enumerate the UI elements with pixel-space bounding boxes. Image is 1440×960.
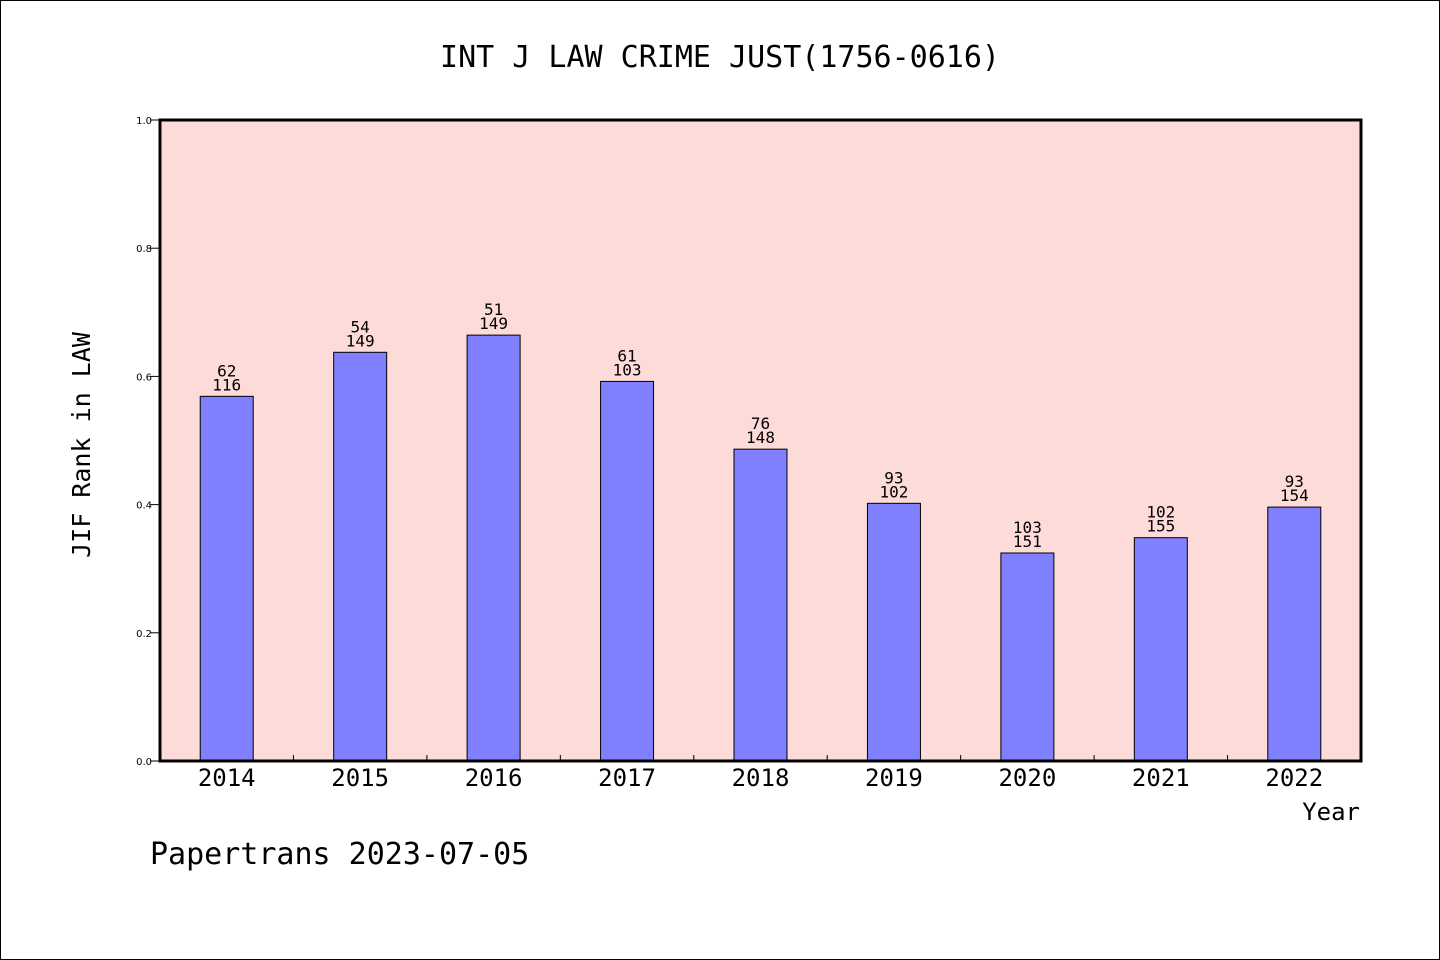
x-tick-label: 2019 (865, 764, 923, 792)
footer-text: Papertrans 2023-07-05 (150, 837, 529, 872)
bar-total-label: 155 (1146, 517, 1175, 536)
x-axis-label: Year (1302, 798, 1360, 826)
bar (600, 380, 655, 762)
x-tick-label: 2021 (1132, 764, 1190, 792)
bar-total-label: 103 (613, 360, 642, 379)
plot-border (158, 118, 1363, 763)
bar (466, 334, 521, 762)
bar-total-label: 116 (212, 375, 241, 394)
bar-total-label: 102 (879, 482, 908, 501)
bar (866, 502, 921, 762)
bar-total-label: 148 (746, 428, 775, 447)
bars-group (199, 334, 1322, 762)
bar (1000, 552, 1055, 762)
bar-rank-label: 102 (1146, 503, 1175, 522)
bar-total-label: 149 (346, 331, 375, 350)
bar (1267, 506, 1322, 762)
x-tick-label: 2022 (1265, 764, 1323, 792)
bar-rank-label: 51 (484, 300, 503, 319)
bar (199, 395, 254, 762)
x-tick-label: 2017 (598, 764, 656, 792)
bar-rank-label: 76 (751, 414, 770, 433)
bar-rank-label: 93 (884, 468, 903, 487)
y-axis-label: JIF Rank in LAW (67, 331, 96, 558)
chart-title: INT J LAW CRIME JUST(1756-0616) (440, 40, 1000, 75)
bar-rank-label: 103 (1013, 518, 1042, 537)
x-tick-label: 2015 (331, 764, 389, 792)
y-tick-label: 0.4 (136, 501, 152, 512)
bar (333, 351, 388, 762)
data-labels-group: 6211654149511496110376148931021031511021… (212, 300, 1308, 551)
bar (1133, 537, 1188, 762)
bar-total-label: 149 (479, 314, 508, 333)
x-axis-ticks: 2014 2015 2016 2017 2018 2019 2020 2021 2022 (198, 755, 1323, 792)
y-tick-label: 0.6 (136, 372, 152, 383)
x-tick-label: 2014 (198, 764, 256, 792)
y-tick-label: 0.8 (136, 244, 152, 255)
x-tick-label: 2016 (465, 764, 523, 792)
bar-rank-label: 62 (217, 361, 236, 380)
x-tick-label: 2020 (998, 764, 1056, 792)
bar-rank-label: 93 (1285, 472, 1304, 491)
y-tick-label: 1.0 (136, 116, 152, 127)
bar-total-label: 154 (1280, 486, 1309, 505)
bar-rank-label: 54 (351, 317, 370, 336)
y-tick-label: 0.0 (136, 757, 152, 768)
y-tick-label: 0.2 (136, 629, 152, 640)
bar-total-label: 151 (1013, 532, 1042, 551)
bar-rank-label: 61 (617, 346, 636, 365)
y-axis-ticks: 0.0 0.2 0.4 0.6 0.8 1.0 (136, 116, 160, 768)
x-tick-label: 2018 (732, 764, 790, 792)
bar (733, 448, 788, 762)
